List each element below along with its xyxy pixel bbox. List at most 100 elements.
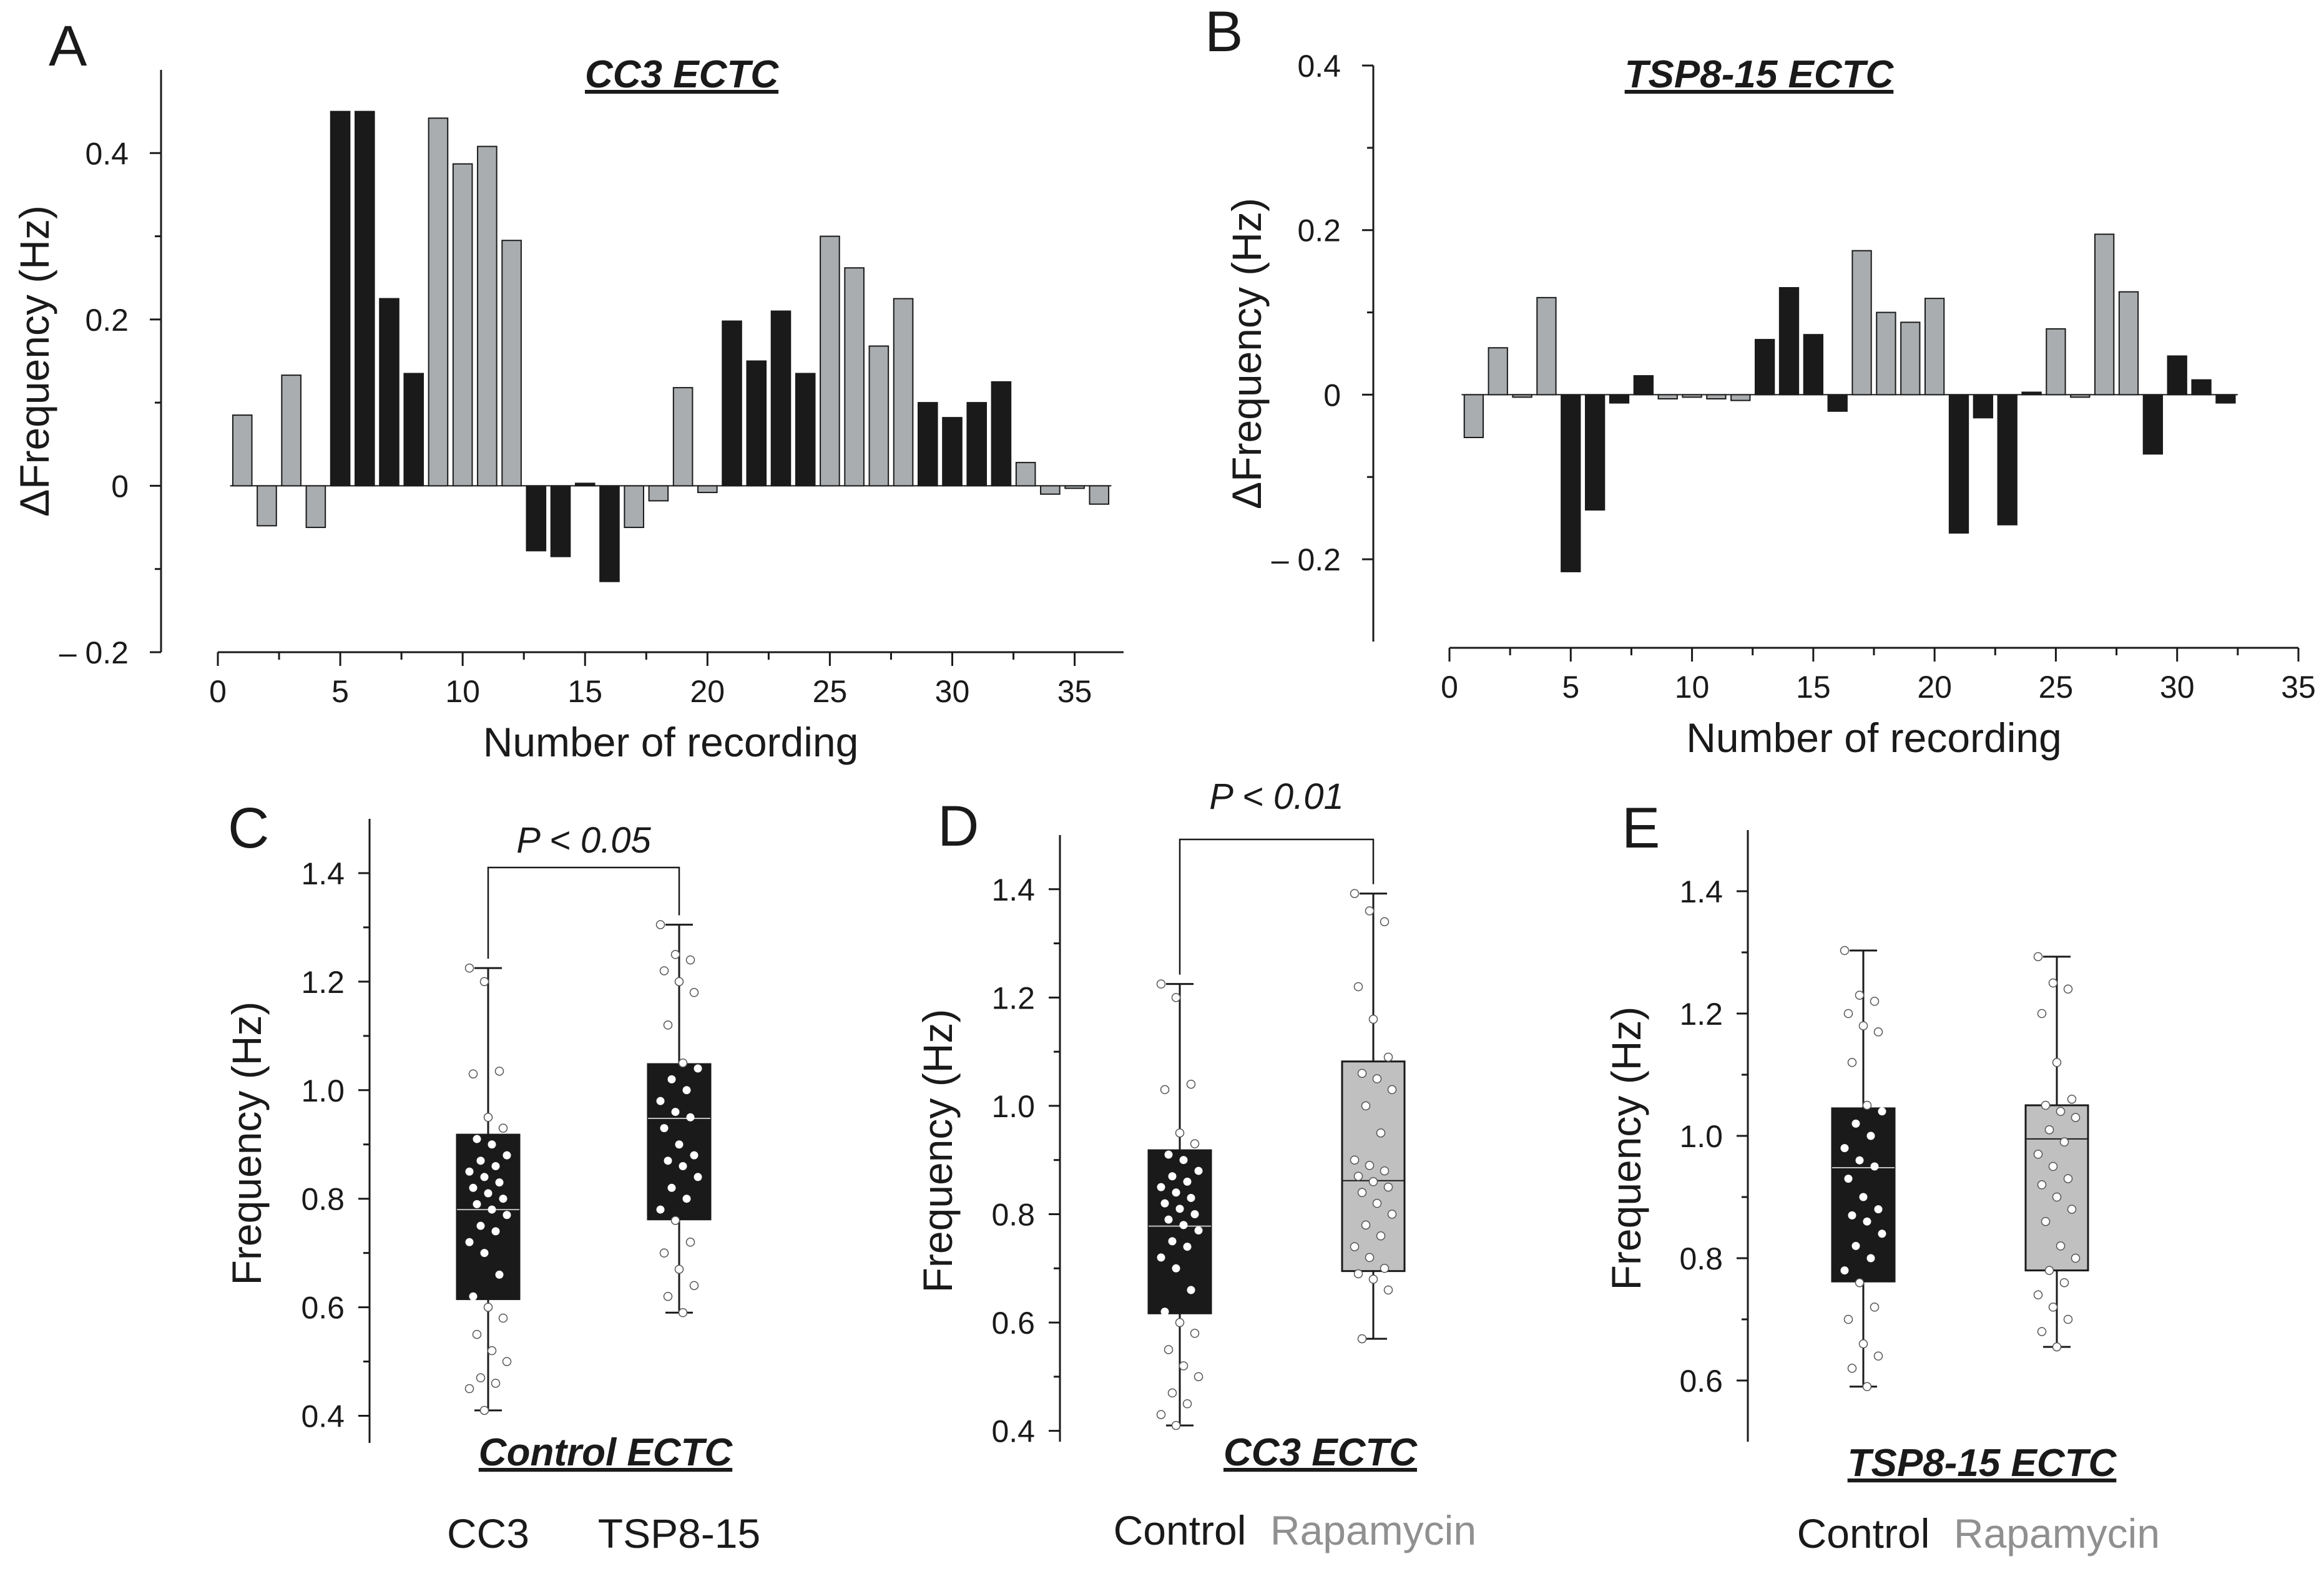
data-point — [1848, 1058, 1856, 1067]
data-point — [1368, 1014, 1378, 1024]
data-point — [656, 921, 665, 929]
data-point — [2037, 1009, 2047, 1019]
data-point — [1194, 1226, 1203, 1235]
data-point — [1175, 1128, 1184, 1137]
data-point — [2033, 1290, 2043, 1300]
bar — [1488, 347, 1508, 396]
data-point — [1376, 1231, 1386, 1241]
data-point — [2044, 1266, 2054, 1275]
data-point — [1840, 1266, 1849, 1275]
y-tick-label: 1.2 — [1679, 997, 1723, 1032]
box — [456, 1133, 521, 1301]
data-point-outline — [659, 966, 669, 975]
data-point — [1365, 1253, 1375, 1263]
data-point — [2033, 952, 2043, 962]
data-point-outline — [498, 1313, 508, 1323]
chart-title: Control ECTC — [479, 1431, 733, 1474]
data-point — [1190, 1140, 1199, 1148]
data-point — [686, 1113, 695, 1122]
bar — [1924, 298, 1945, 396]
bar — [1754, 339, 1775, 396]
bar — [991, 381, 1012, 487]
data-point — [2059, 1137, 2069, 1147]
data-point — [1160, 1308, 1169, 1316]
data-point — [1859, 1193, 1868, 1201]
data-point-outline — [483, 1113, 493, 1122]
box — [2024, 1104, 2089, 1272]
data-point — [484, 1303, 493, 1312]
bar — [722, 320, 742, 487]
data-point — [1187, 1286, 1195, 1294]
data-point — [476, 1374, 485, 1382]
bar — [305, 485, 326, 529]
y-tick-label: 0.2 — [1297, 213, 1341, 248]
data-point — [656, 1097, 665, 1105]
data-point — [1848, 1211, 1856, 1220]
data-point — [491, 1227, 500, 1236]
data-point-outline — [655, 920, 665, 929]
bar — [1948, 394, 1969, 534]
data-point — [1874, 1027, 1883, 1036]
data-point — [1851, 1241, 1860, 1250]
data-point — [2041, 1100, 2051, 1110]
data-point-outline — [1870, 997, 1880, 1006]
data-point — [1855, 1156, 1864, 1165]
data-point — [1840, 946, 1849, 955]
data-point-outline — [491, 1379, 501, 1388]
data-point-outline — [476, 1373, 486, 1382]
group-label: CC3 — [447, 1510, 529, 1557]
bar — [820, 235, 840, 487]
data-point — [503, 1151, 511, 1160]
data-point — [671, 1108, 680, 1117]
bar — [2191, 379, 2212, 396]
bar — [526, 485, 547, 552]
y-axis-label: ΔFrequency (Hz) — [1223, 198, 1270, 509]
data-point — [1866, 1132, 1875, 1140]
x-tick-label: 30 — [935, 674, 970, 709]
bar — [330, 110, 351, 487]
data-point — [1183, 1243, 1192, 1251]
data-point — [2067, 1094, 2077, 1104]
bar — [1851, 250, 1872, 396]
x-tick-label: 10 — [445, 674, 480, 709]
data-point-outline — [1171, 993, 1181, 1002]
data-point — [694, 1173, 702, 1181]
data-point-outline — [494, 1067, 504, 1076]
y-tick-label: 1.0 — [991, 1089, 1035, 1124]
x-axis-label: Number of recording — [1686, 715, 2062, 761]
data-point — [1387, 1210, 1397, 1219]
data-point — [1365, 1161, 1375, 1170]
data-point — [1157, 1183, 1165, 1191]
data-point — [2056, 1241, 2066, 1251]
data-point — [682, 1195, 691, 1203]
data-point — [469, 1292, 478, 1301]
data-point-outline — [1873, 1351, 1883, 1361]
data-point — [2059, 1278, 2069, 1288]
data-point — [491, 1379, 500, 1387]
data-point — [1164, 1215, 1173, 1224]
box-group: TSP8-15 — [598, 920, 760, 1557]
bar — [1657, 394, 1678, 400]
data-point — [1179, 1362, 1188, 1370]
chart-title: CC3 ECTC — [1223, 1431, 1418, 1474]
data-point — [2041, 1216, 2051, 1226]
data-point — [499, 1314, 507, 1322]
data-point-outline — [1190, 1139, 1200, 1148]
data-point-outline — [1171, 1420, 1181, 1430]
bar — [232, 414, 253, 487]
group-label: TSP8-15 — [598, 1510, 760, 1557]
bar — [1706, 394, 1727, 400]
data-point — [1870, 1303, 1879, 1311]
bar — [1682, 394, 1702, 398]
data-point-outline — [1175, 1317, 1185, 1327]
bar — [1536, 296, 1557, 396]
data-point-outline — [1855, 1278, 1865, 1288]
data-point — [484, 1189, 493, 1198]
bar — [599, 485, 620, 582]
data-point-outline — [1182, 1399, 1192, 1409]
bar — [1584, 394, 1606, 511]
box-group: Control — [1797, 946, 1929, 1557]
data-point — [2052, 1192, 2062, 1202]
data-point — [2037, 1327, 2047, 1336]
x-tick-label: 25 — [2039, 670, 2074, 705]
